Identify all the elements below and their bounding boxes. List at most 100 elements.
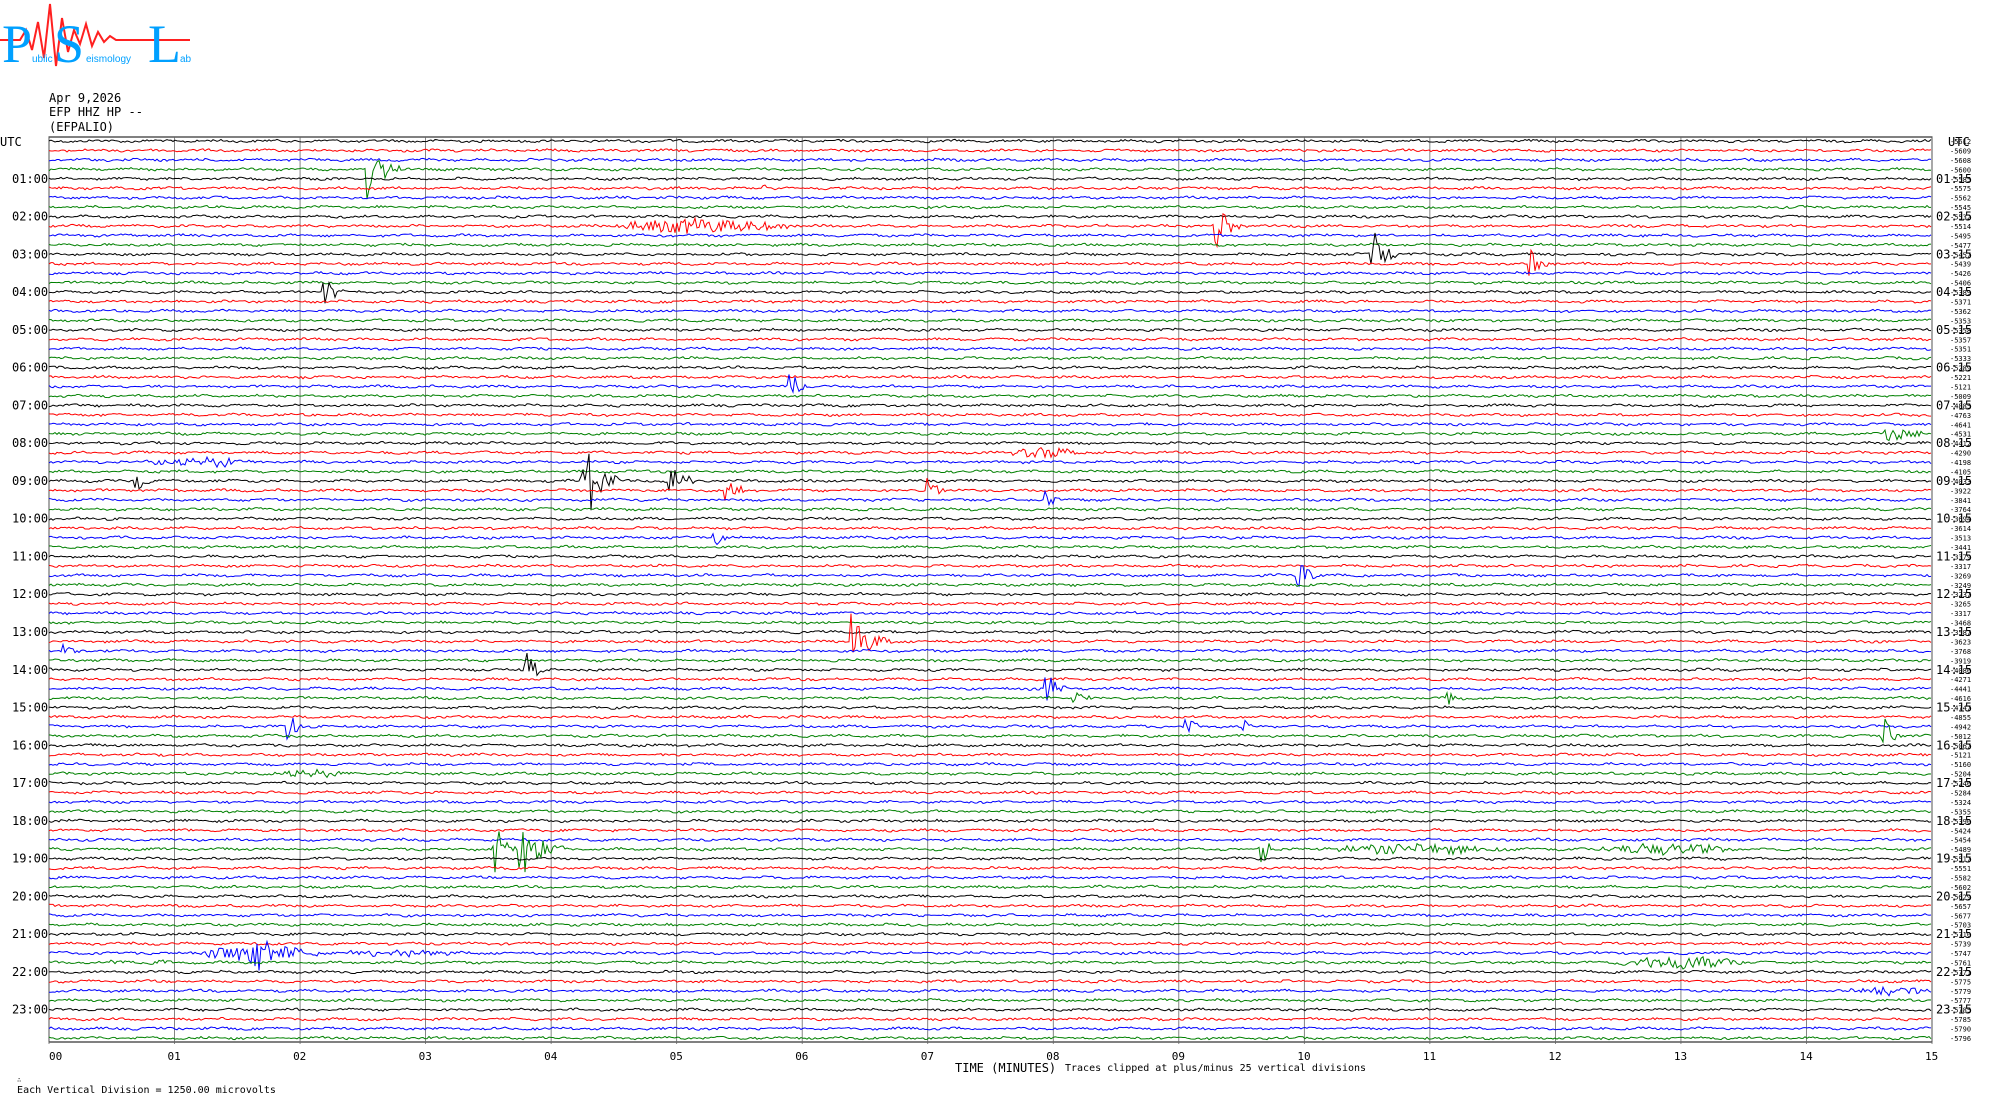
trace-line: [48, 563, 1932, 569]
trace-line: [48, 159, 1932, 200]
trace-offset-label: -4641: [1950, 421, 1971, 429]
right-hour-label: 23:15: [1936, 1003, 1972, 1017]
trace-offset-label: -3614: [1950, 525, 1971, 533]
right-hour-label: 18:15: [1936, 814, 1972, 828]
trace-line: [48, 742, 1932, 748]
trace-line: [48, 657, 1932, 663]
trace-offset-label: -5067: [1950, 742, 1971, 750]
x-tick-label: 09: [1172, 1050, 1185, 1063]
trace-line: [48, 1007, 1932, 1012]
trace-line: [48, 506, 1932, 512]
left-hour-label: 20:00: [12, 889, 48, 903]
right-hour-label: 20:15: [1936, 889, 1972, 903]
right-hour-label: 07:15: [1936, 398, 1972, 412]
psl-logo: P S L ublic eismology ab: [0, 3, 192, 72]
trace-offset-label: -5121: [1950, 752, 1971, 760]
trace-offset-label: -5796: [1950, 1035, 1971, 1043]
left-hour-label: 18:00: [12, 814, 48, 828]
trace-offset-label: -5629: [1950, 893, 1971, 901]
trace-line: [48, 691, 1932, 705]
trace-line: [48, 421, 1932, 427]
trace-line: [48, 157, 1932, 163]
right-hour-label: 13:15: [1936, 625, 1972, 639]
trace-offset-label: -5221: [1950, 374, 1971, 382]
trace-offset-label: -5009: [1950, 393, 1971, 401]
trace-line: [48, 532, 1932, 546]
trace-line: [48, 717, 1932, 741]
trace-line: [48, 676, 1932, 682]
trace-line: [48, 270, 1932, 276]
trace-offset-label: -5160: [1950, 761, 1971, 769]
trace-line: [48, 365, 1932, 370]
trace-line: [48, 176, 1932, 182]
trace-offset-label: -5353: [1950, 317, 1971, 325]
header-station: (EFPALIO): [49, 120, 115, 134]
right-hour-label: 05:15: [1936, 323, 1972, 337]
x-tick-label: 00: [49, 1050, 62, 1063]
trace-offset-label: -3441: [1950, 544, 1971, 552]
trace-line: [48, 337, 1932, 342]
trace-line: [48, 455, 1932, 469]
x-tick-label: 02: [293, 1050, 306, 1063]
logo-seismic-wave: [0, 3, 190, 67]
trace-line: [48, 403, 1932, 408]
trace-line: [48, 677, 1932, 701]
trace-line: [48, 865, 1932, 871]
chart-grid: [48, 136, 1933, 1044]
trace-offset-label: -3841: [1950, 497, 1971, 505]
trace-line: [48, 979, 1932, 984]
trace-line: [48, 809, 1932, 814]
trace-offset-label: -5612: [1950, 138, 1971, 146]
trace-line: [48, 374, 1932, 394]
trace-offset-label: -3379: [1950, 553, 1971, 561]
x-axis-title: TIME (MINUTES): [955, 1061, 1056, 1075]
trace-offset-label: -5551: [1950, 865, 1971, 873]
trace-line: [48, 428, 1932, 442]
trace-offset-label: -5703: [1950, 922, 1971, 930]
trace-line: [48, 469, 1932, 474]
trace-offset-label: -5657: [1950, 903, 1971, 911]
trace-offset-label: -5608: [1950, 157, 1971, 165]
trace-line: [48, 931, 1932, 937]
left-hour-label: 01:00: [12, 172, 48, 186]
trace-offset-label: -3764: [1950, 506, 1971, 514]
trace-line: [48, 242, 1932, 248]
trace-line: [48, 827, 1932, 833]
right-hour-label: 21:15: [1936, 927, 1972, 941]
header-channel: EFP HHZ HP --: [49, 105, 143, 119]
trace-offset-label: -5389: [1950, 289, 1971, 297]
trace-offset-label: -5351: [1950, 346, 1971, 354]
right-hour-label: 19:15: [1936, 852, 1972, 866]
left-hour-label: 22:00: [12, 965, 48, 979]
trace-line: [48, 1026, 1932, 1031]
trace-line: [48, 790, 1932, 795]
trace-offset-label: -5477: [1950, 242, 1971, 250]
trace-line: [48, 642, 1932, 654]
trace-line: [48, 969, 1932, 975]
trace-line: [48, 184, 1932, 191]
logo-letter-s: S: [54, 14, 84, 72]
right-hour-label: 16:15: [1936, 738, 1972, 752]
trace-line: [48, 582, 1932, 588]
trace-line: [48, 652, 1932, 677]
trace-offset-label: -4885: [1950, 402, 1971, 410]
trace-line: [48, 138, 1932, 144]
trace-offset-label: -5495: [1950, 232, 1971, 240]
trace-line: [48, 525, 1932, 531]
trace-line: [48, 565, 1932, 588]
trace-line: [48, 1035, 1932, 1041]
left-hour-label: 16:00: [12, 738, 48, 752]
left-hour-label: 08:00: [12, 436, 48, 450]
left-hour-label: 11:00: [12, 549, 48, 563]
scale-note-marker: ∴: [17, 1076, 22, 1084]
trace-offset-label: -3919: [1950, 657, 1971, 665]
trace-line: [48, 998, 1932, 1003]
trace-offset-label: -4531: [1950, 431, 1971, 439]
trace-line: [48, 752, 1932, 758]
trace-offset-label: -5779: [1950, 988, 1971, 996]
trace-line: [48, 705, 1932, 710]
trace-line: [48, 355, 1932, 361]
trace-offset-label: -5406: [1950, 280, 1971, 288]
trace-line: [48, 204, 1932, 210]
